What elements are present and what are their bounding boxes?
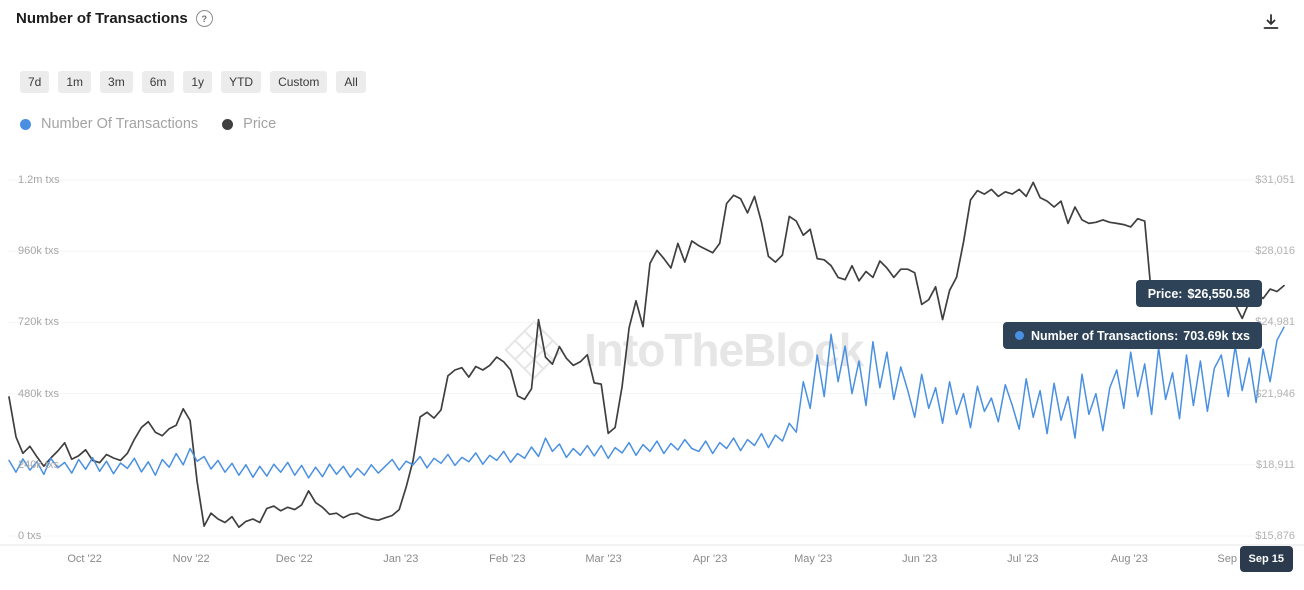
x-axis-tick: Jul '23: [1007, 553, 1039, 565]
axis-date-badge: Sep 15: [1239, 546, 1293, 572]
page-title: Number of Transactions: [16, 10, 188, 27]
download-icon[interactable]: [1261, 12, 1281, 32]
x-axis-tick: Nov '22: [172, 553, 210, 565]
x-axis-tick: Jun '23: [902, 553, 938, 565]
right-axis-tick: $24,981: [1255, 316, 1295, 329]
series-line-price: [8, 181, 1285, 529]
range-7d[interactable]: 7d: [20, 71, 50, 93]
x-axis-tick: Feb '23: [489, 553, 526, 565]
legend-dot-price: [222, 118, 234, 130]
left-axis-tick: 720k txs: [18, 316, 59, 329]
x-axis-tick: Dec '22: [275, 553, 313, 565]
legend-row: Number Of Transactions Price: [20, 116, 276, 132]
legend-label-transactions: Number Of Transactions: [41, 116, 199, 132]
range-6m[interactable]: 6m: [141, 71, 175, 93]
legend-dot-transactions: [20, 118, 31, 130]
range-ytd[interactable]: YTD: [221, 71, 262, 93]
right-axis-tick: $21,946: [1255, 387, 1295, 400]
price-tooltip-value: $26,550.58: [1187, 286, 1250, 301]
right-axis-tick: $31,051: [1255, 174, 1295, 186]
x-axis-tick: Oct '22: [67, 553, 102, 565]
watermark: IntoTheBlock: [498, 314, 864, 386]
right-axis-tick: $15,876: [1255, 530, 1295, 542]
watermark-text: IntoTheBlock: [584, 324, 864, 376]
left-axis-tick: 1.2m txs: [18, 174, 60, 186]
right-axis-tick: $18,911: [1256, 458, 1295, 471]
transactions-tooltip-label: Number of Transactions:: [1031, 328, 1179, 343]
range-custom[interactable]: Custom: [270, 71, 328, 93]
left-axis-tick: 0 txs: [18, 530, 42, 542]
help-icon[interactable]: ?: [195, 10, 213, 27]
range-1y[interactable]: 1y: [183, 71, 213, 93]
x-axis-tick: Apr '23: [692, 553, 728, 565]
x-axis-tick: Mar '23: [585, 553, 622, 565]
legend-label-price: Price: [243, 116, 277, 132]
series-line-transactions: [8, 326, 1285, 479]
transactions-tooltip: Number of Transactions: 703.69k txs: [1003, 322, 1262, 349]
transactions-tooltip-value: 703.69k txs: [1183, 328, 1250, 343]
price-tooltip-label: Price:: [1147, 286, 1183, 301]
x-axis-tick: Jan '23: [383, 553, 419, 565]
chart-header: Number of Transactions ?: [16, 10, 213, 27]
legend-item-price[interactable]: Price: [222, 116, 276, 132]
range-row: 7d 1m 3m 6m 1y YTD Custom All: [20, 71, 366, 93]
range-3m[interactable]: 3m: [100, 71, 133, 93]
left-axis-tick: 240k txs: [18, 458, 59, 471]
price-tooltip: Price: $26,550.58: [1135, 280, 1262, 307]
intotheblock-logo-icon: [504, 320, 564, 380]
x-axis-tick: Aug '23: [1110, 553, 1148, 565]
x-axis-tick: May '23: [794, 553, 833, 565]
left-axis-tick: 480k txs: [18, 387, 59, 400]
range-all[interactable]: All: [336, 71, 366, 93]
right-axis-tick: $28,016: [1255, 245, 1295, 258]
left-axis-tick: 960k txs: [18, 245, 59, 258]
range-1m[interactable]: 1m: [58, 71, 92, 93]
transactions-tooltip-dot-icon: [1015, 331, 1025, 340]
legend-item-transactions[interactable]: Number Of Transactions: [20, 116, 198, 132]
